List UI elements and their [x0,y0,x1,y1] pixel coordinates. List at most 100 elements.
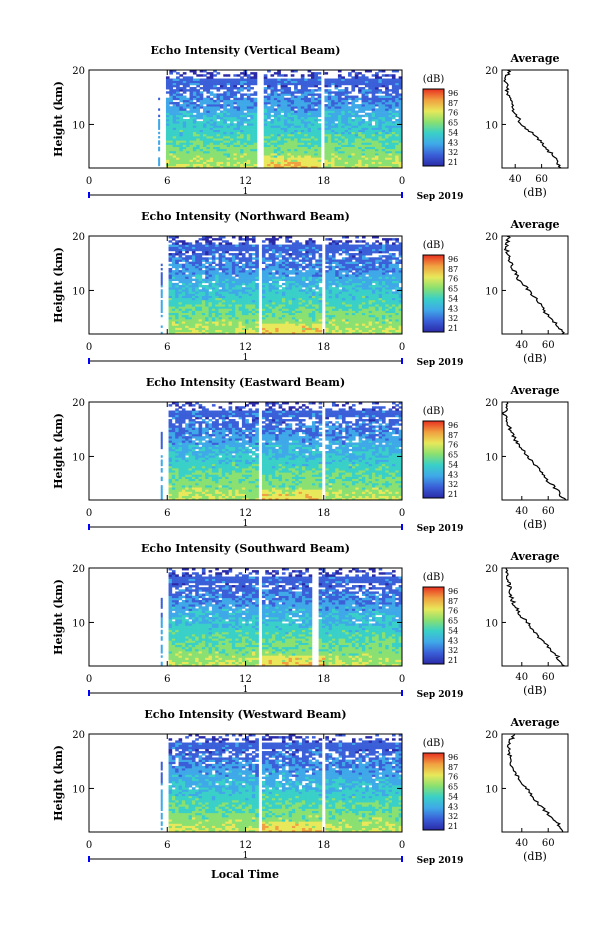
heatmap-cell [337,99,342,103]
heatmap-cell [271,248,276,252]
heatmap-cell [285,312,289,316]
heatmap-cell [327,82,332,86]
heatmap-cell [165,104,170,107]
heatmap-cell [263,148,268,152]
heatmap-cell [310,112,315,116]
heatmap-cell [270,159,275,162]
heatmap-cell [294,165,298,169]
heatmap-cell [240,131,244,135]
heatmap-cell [235,327,239,331]
heatmap-cell [205,259,209,262]
heatmap-cell [261,285,266,288]
heatmap-cell [211,244,216,247]
heatmap-cell [348,159,352,162]
heatmap-cell [189,142,194,145]
heatmap-cell [251,280,256,284]
heatmap-cell [315,308,319,311]
heatmap-cell [235,272,239,275]
heatmap-cell [331,261,336,264]
heatmap-cell [297,140,302,143]
heatmap-cell [199,125,204,128]
heatmap-cell [324,157,329,160]
heatmap-cell [191,295,196,299]
heatmap-cell [351,131,356,135]
heatmap-cell [231,261,236,264]
heatmap-cell [189,121,194,124]
heatmap-cell [285,306,289,309]
heatmap-cell [165,131,170,135]
heatmap-cell [315,321,319,324]
heatmap-cell [196,84,200,88]
heatmap-cell [331,140,335,143]
heatmap-cell [287,127,292,130]
heatmap-cell [307,108,312,111]
heatmap-cell [263,165,268,169]
heatmap-cell [223,146,227,150]
heatmap-cell [288,276,293,279]
heatmap-cell [371,82,376,86]
heatmap-cell [271,242,276,245]
heatmap-cell [398,136,403,139]
heatmap-cell [226,163,231,167]
heatmap-cell [188,312,193,316]
heatmap-cell [294,104,298,107]
heatmap-cell [295,261,299,264]
heatmap-cell [324,116,329,120]
heatmap-cell [240,108,244,111]
heatmap-cell [203,159,207,162]
heatmap-cell [246,82,251,86]
heatmap-cell [169,78,173,81]
heatmap-cell [354,112,359,116]
heatmap-cell [241,293,246,296]
heatmap-cell [168,255,173,258]
heatmap-cell [287,99,292,103]
heatmap-cell [201,314,206,318]
heatmap-cell [368,140,372,143]
heatmap-cell [331,316,336,320]
heatmap-cell [215,272,219,275]
heatmap-cell [176,129,180,133]
heatmap-cell [375,97,379,101]
heatmap-cell [253,78,258,81]
heatmap-cell [203,80,207,84]
heatmap-cell [189,131,194,135]
heatmap-cell [189,146,194,150]
heatmap-cell [281,329,286,333]
heatmap-cell [297,133,302,137]
heatmap-cell [195,316,199,320]
heatmap-cell [185,248,189,252]
heatmap-cell [291,295,296,299]
heatmap-cell [368,101,372,105]
heatmap-cell [208,314,213,318]
heatmap-cell [291,250,296,254]
heatmap-cell [324,131,329,135]
heatmap-cell [268,276,273,279]
heatmap-cell [324,89,329,92]
heatmap-cell [169,125,173,128]
heatmap-cell [205,270,209,273]
heatmap-cell [273,95,278,98]
heatmap-cell [208,310,213,313]
heatmap-cell [318,329,323,333]
heatmap-cell [354,125,359,128]
heatmap-cell [226,142,231,145]
heatmap-cell [317,131,322,135]
heatmap-cell [198,312,203,316]
heatmap-cell [169,114,173,118]
heatmap-cell [348,331,353,335]
heatmap-cell [331,116,335,120]
heatmap-cell [371,159,376,162]
heatmap-cell [311,304,316,307]
y-axis-label: Height (km) [52,81,65,157]
heatmap-cell [331,150,335,154]
heatmap-cell [198,248,203,252]
heatmap-cell [238,261,243,264]
heatmap-cell [198,255,203,258]
heatmap-cell [198,319,203,322]
heatmap-cell [327,133,332,137]
heatmap-cell [245,278,249,282]
heatmap-cell [236,144,241,147]
heatmap-cell [308,297,313,301]
heatmap-cell [314,159,318,162]
heatmap-cell [243,127,248,130]
